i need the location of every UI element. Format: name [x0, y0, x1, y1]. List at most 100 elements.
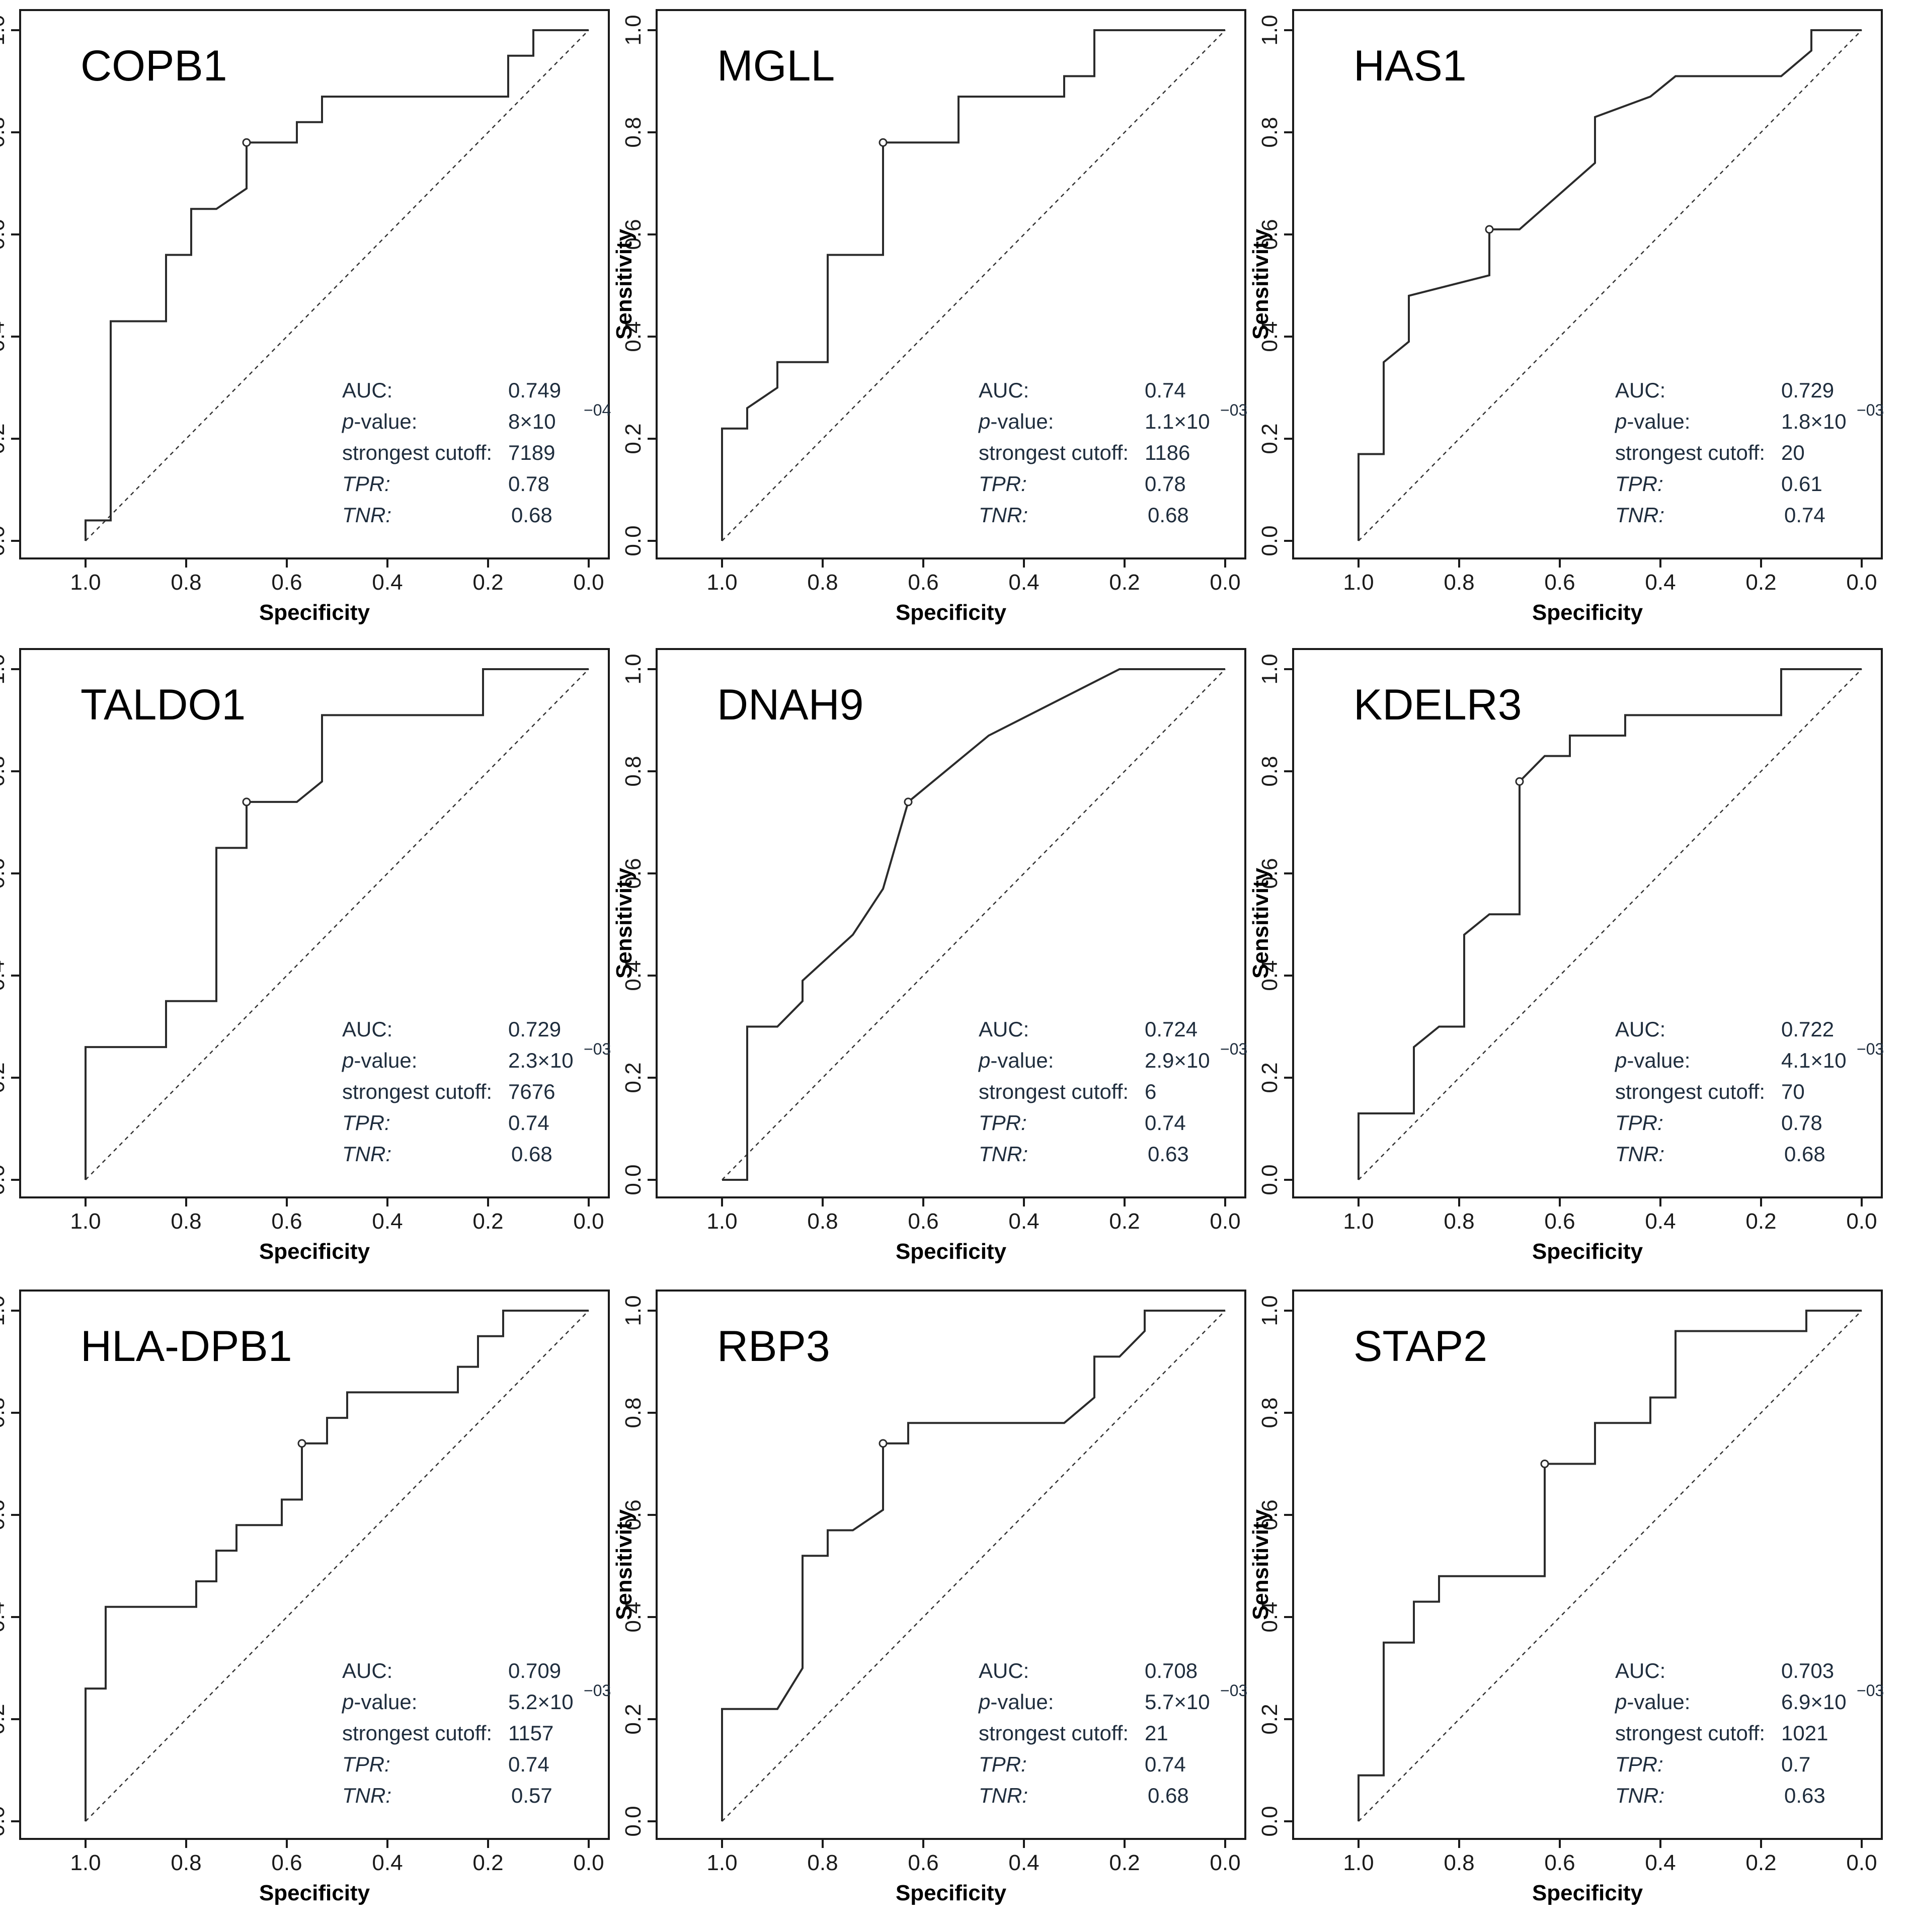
- p-value-mantissa: 4.1×10: [1781, 1049, 1847, 1072]
- tnr-value: 0.74: [1784, 503, 1825, 527]
- roc-panel-copb1: 1.0 0.8 0.6 0.4 0.2 0.0 0.0 0.2 0.4 0.6 0.8 1.0 Spec…: [0, 0, 629, 634]
- y-tick-label: 0.2: [0, 1062, 9, 1093]
- y-tick-label: 0.4: [0, 960, 9, 991]
- tpr-label: TPR:: [979, 1111, 1027, 1135]
- p-value-exponent: −03: [1857, 1681, 1884, 1700]
- plot-frame: [1292, 648, 1883, 1198]
- p-value-exponent: −03: [1220, 1681, 1247, 1700]
- auc-value: 0.724: [1145, 1017, 1198, 1041]
- p-value-mantissa: 1.1×10: [1145, 410, 1210, 433]
- plot-frame: [19, 9, 610, 559]
- y-tick-label: 0.2: [621, 423, 646, 454]
- p-value-label: p-value:: [341, 410, 417, 433]
- roc-chart-svg: 1.0 0.8 0.6 0.4 0.2 0.0 0.0 0.2 0.4 0.6 0.8 1.0 Spec…: [0, 9, 611, 625]
- tpr-label: TPR:: [342, 1752, 390, 1776]
- roc-chart-svg: 1.0 0.8 0.6 0.4 0.2 0.0 0.0 0.2 0.4 0.6 0.8 1.0 Spec…: [1248, 648, 1884, 1264]
- x-tick-label: 1.0: [706, 570, 737, 595]
- y-tick-label: 0.6: [1257, 1499, 1282, 1530]
- x-tick-label: 1.0: [1343, 1209, 1374, 1234]
- tpr-value: 0.78: [508, 472, 549, 496]
- cutoff-label: strongest cutoff:: [979, 441, 1129, 464]
- auc-label: AUC:: [342, 1017, 392, 1041]
- roc-chart-svg: 1.0 0.8 0.6 0.4 0.2 0.0 0.0 0.2 0.4 0.6 0.8 1.0 Spec…: [612, 648, 1247, 1264]
- roc-panel-taldo1: 1.0 0.8 0.6 0.4 0.2 0.0 0.0 0.2 0.4 0.6 0.8 1.0 Spec…: [0, 639, 629, 1273]
- cutoff-value: 70: [1781, 1080, 1805, 1103]
- x-tick-label: 1.0: [70, 570, 101, 595]
- y-tick-label: 0.4: [621, 960, 646, 991]
- plot-frame: [656, 648, 1246, 1198]
- x-axis-title: Specificity: [896, 600, 1007, 625]
- x-tick-label: 0.4: [1008, 1209, 1039, 1234]
- y-tick-label: 1.0: [621, 15, 646, 45]
- tnr-label: TNR:: [1615, 1142, 1664, 1166]
- tnr-label: TNR:: [979, 1142, 1028, 1166]
- x-tick-label: 0.4: [372, 570, 403, 595]
- x-tick-label: 0.0: [573, 570, 604, 595]
- p-value-label-p: p: [341, 1690, 354, 1714]
- y-tick-label: 0.0: [1257, 1164, 1282, 1195]
- tnr-label: TNR:: [979, 1784, 1028, 1807]
- p-value-label-p: p: [1614, 1049, 1627, 1072]
- x-tick-label: 0.0: [573, 1209, 604, 1234]
- y-tick-label: 0.6: [0, 1499, 9, 1530]
- p-value-mantissa: 8×10: [508, 410, 556, 433]
- p-value-label: p-value:: [978, 410, 1054, 433]
- tnr-label: TNR:: [1615, 503, 1664, 527]
- x-tick-label: 0.8: [807, 570, 838, 595]
- x-axis-title: Specificity: [1532, 1881, 1643, 1905]
- x-tick-label: 0.2: [1109, 1209, 1140, 1234]
- x-tick-label: 0.8: [171, 1209, 201, 1234]
- y-tick-label: 0.2: [621, 1704, 646, 1734]
- y-tick-label: 0.8: [621, 1397, 646, 1428]
- cutoff-label: strongest cutoff:: [979, 1721, 1129, 1745]
- x-tick-label: 0.0: [573, 1850, 604, 1875]
- x-tick-label: 0.2: [1109, 570, 1140, 595]
- p-value-label-suffix: -value:: [354, 410, 417, 433]
- tnr-label: TNR:: [1615, 1784, 1664, 1807]
- y-tick-label: 0.6: [1257, 219, 1282, 250]
- y-axis-title: Sensitivity: [612, 867, 636, 979]
- p-value-label-suffix: -value:: [1627, 1690, 1690, 1714]
- roc-curve-line: [85, 29, 589, 541]
- auc-label: AUC:: [979, 1659, 1029, 1682]
- p-value-label-suffix: -value:: [1627, 410, 1690, 433]
- p-value-mantissa: 5.7×10: [1145, 1690, 1210, 1714]
- p-value-label-p: p: [1614, 410, 1627, 433]
- tnr-label: TNR:: [979, 503, 1028, 527]
- cutoff-value: 7189: [508, 441, 555, 464]
- x-axis-title: Specificity: [259, 1239, 370, 1264]
- p-value-label: p-value:: [341, 1049, 417, 1072]
- x-tick-label: 0.2: [472, 570, 503, 595]
- tpr-label: TPR:: [342, 472, 390, 496]
- y-tick-label: 0.8: [0, 1397, 9, 1428]
- chance-diagonal-line: [85, 669, 589, 1180]
- cutoff-label: strongest cutoff:: [342, 1080, 492, 1103]
- p-value-label-suffix: -value:: [990, 1690, 1054, 1714]
- p-value-exponent: −03: [1220, 1040, 1247, 1058]
- tnr-value: 0.68: [1148, 503, 1189, 527]
- x-tick-label: 0.8: [171, 1850, 201, 1875]
- auc-label: AUC:: [979, 1017, 1029, 1041]
- tnr-value: 0.63: [1148, 1142, 1189, 1166]
- tpr-value: 0.61: [1781, 472, 1822, 496]
- y-tick-label: 1.0: [621, 1295, 646, 1326]
- y-tick-label: 0.8: [0, 117, 9, 147]
- p-value-label: p-value:: [1614, 410, 1690, 433]
- auc-value: 0.722: [1781, 1017, 1834, 1041]
- tnr-label: TNR:: [342, 1142, 391, 1166]
- plot-frame: [656, 9, 1246, 559]
- p-value-label-p: p: [1614, 1690, 1627, 1714]
- p-value-mantissa: 5.2×10: [508, 1690, 574, 1714]
- x-tick-label: 0.6: [908, 1850, 938, 1875]
- x-tick-label: 0.6: [908, 570, 938, 595]
- y-tick-label: 0.8: [621, 117, 646, 147]
- auc-value: 0.703: [1781, 1659, 1834, 1682]
- tpr-label: TPR:: [979, 1752, 1027, 1776]
- tnr-value: 0.63: [1784, 1784, 1825, 1807]
- roc-panel-kdelr3: 1.0 0.8 0.6 0.4 0.2 0.0 0.0 0.2 0.4 0.6 0.8 1.0 Spec…: [1248, 639, 1902, 1273]
- plot-frame: [656, 1290, 1246, 1840]
- cutoff-label: strongest cutoff:: [1615, 1721, 1765, 1745]
- p-value-label: p-value:: [978, 1049, 1054, 1072]
- x-tick-label: 0.6: [1544, 1209, 1575, 1234]
